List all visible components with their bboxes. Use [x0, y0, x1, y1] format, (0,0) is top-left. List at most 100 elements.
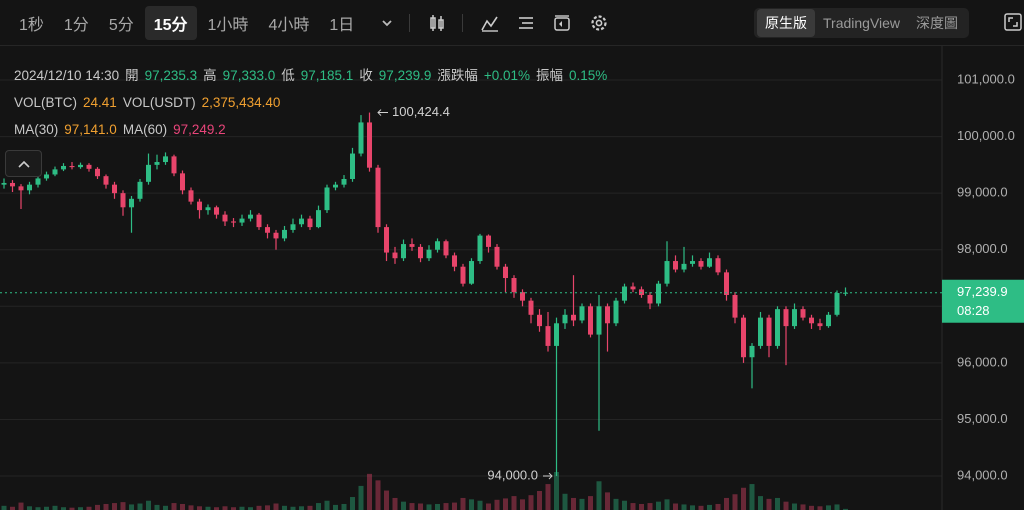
- low-marker: 94,000.0: [487, 467, 538, 482]
- settings[interactable]: [589, 13, 609, 33]
- volume-bar: [732, 494, 738, 510]
- replay[interactable]: [553, 14, 571, 32]
- candle-body: [511, 278, 517, 293]
- legend-ma-label: MA(30): [14, 122, 59, 137]
- volume-bar: [724, 497, 729, 510]
- candle-body: [520, 292, 525, 301]
- candle-body: [426, 249, 432, 259]
- candle-body: [171, 156, 177, 174]
- interval-tab[interactable]: 1小時: [207, 16, 249, 34]
- volume-bar: [214, 507, 219, 510]
- volume-bar: [613, 498, 619, 510]
- volume-bar: [112, 503, 117, 510]
- volume-bar: [418, 503, 423, 510]
- candle-body: [562, 314, 568, 324]
- volume-bar: [350, 497, 355, 510]
- indicators[interactable]: [481, 14, 499, 32]
- volume-bar: [486, 503, 491, 510]
- volume-bar: [273, 503, 279, 510]
- candle-body: [460, 266, 466, 284]
- interval-tabs: 1秒 1分 5分 15分 1小時 4小時 1日: [8, 5, 363, 40]
- volume-bar: [231, 507, 236, 510]
- view-tab[interactable]: TradingView: [823, 15, 901, 31]
- separator: [462, 13, 464, 32]
- volume-bar: [843, 508, 848, 510]
- candle-body: [180, 173, 185, 191]
- candle-body: [231, 221, 236, 223]
- candle-body: [35, 178, 41, 185]
- candle-body: [741, 317, 746, 358]
- candle-body: [401, 244, 406, 259]
- candle-body: [256, 214, 262, 228]
- candle-body: [154, 162, 160, 165]
- volume-bar: [588, 496, 593, 510]
- volume-bar: [299, 506, 304, 510]
- candle-body: [554, 323, 559, 346]
- volume-bar: [673, 503, 678, 510]
- candle-body: [333, 184, 338, 188]
- candle-body: [588, 306, 593, 335]
- volume-bar: [596, 481, 602, 510]
- candle-body: [103, 176, 109, 185]
- legend-ma-label: MA(60): [122, 122, 168, 137]
- legend-volume-row: VOL(BTC) 24.41 VOL(USDT) 2,375,434.40: [14, 89, 613, 116]
- volume-bar: [452, 502, 457, 510]
- volume-bar: [27, 506, 32, 510]
- volume-bar: [35, 507, 41, 510]
- candle-body: [86, 164, 92, 169]
- volume-bar: [248, 507, 253, 510]
- candle-body: [307, 218, 313, 228]
- volume-bar: [698, 505, 704, 510]
- volume-bar: [409, 503, 415, 510]
- legend-value: 97,185.1: [300, 68, 354, 83]
- volume-bar: [554, 472, 559, 510]
- legend-value: 97,239.9: [378, 68, 432, 83]
- interval-tab[interactable]: 15分: [144, 5, 197, 40]
- candle-body: [639, 289, 644, 295]
- volume-bar: [511, 496, 517, 510]
- candle-body: [647, 294, 653, 304]
- candle-body: [630, 286, 636, 290]
- volume-bar: [103, 503, 109, 510]
- candle-body: [52, 169, 58, 175]
- candle-body: [27, 184, 32, 191]
- interval-tab[interactable]: 1日: [329, 16, 355, 34]
- candle-body: [503, 266, 508, 279]
- fullscreen[interactable]: [1004, 13, 1022, 36]
- interval-tab[interactable]: 4小時: [268, 16, 310, 34]
- high-marker: 100,424.4: [392, 104, 450, 119]
- volume-bar: [520, 499, 525, 510]
- volume-bar: [435, 503, 440, 510]
- candle-body: [656, 283, 661, 304]
- view-tab[interactable]: 原生版: [757, 9, 815, 37]
- view-tab[interactable]: 深度圖: [916, 15, 959, 31]
- drawing-tools[interactable]: [517, 14, 535, 32]
- candle-body: [596, 306, 602, 335]
- more-intervals[interactable]: [381, 17, 393, 29]
- candle-body: [341, 179, 347, 185]
- volume-bar: [341, 503, 347, 510]
- candle-body: [137, 181, 143, 199]
- candle-body: [282, 229, 287, 239]
- volume-bar: [766, 498, 772, 510]
- candle-body: [188, 190, 194, 202]
- interval-tab[interactable]: 1分: [63, 16, 89, 34]
- interval-tab[interactable]: 5分: [108, 16, 134, 34]
- interval-tab[interactable]: 1秒: [19, 16, 44, 34]
- candle-body: [537, 314, 542, 327]
- volume-bar: [375, 480, 381, 510]
- marker-arrow: [543, 472, 553, 480]
- candle-body: [205, 207, 211, 211]
- volume-bar: [384, 490, 389, 510]
- candle-body: [775, 309, 780, 346]
- candle-body: [1, 182, 7, 185]
- candle-body: [452, 255, 457, 267]
- candle-body: [783, 309, 789, 327]
- collapse-button[interactable]: [5, 150, 42, 177]
- legend-value: 97,333.0: [222, 68, 276, 83]
- chart-style[interactable]: [428, 14, 446, 32]
- volume-bar: [826, 505, 831, 510]
- legend-label: 高: [203, 68, 217, 83]
- candle-body: [724, 272, 729, 295]
- volume-bar: [622, 500, 627, 510]
